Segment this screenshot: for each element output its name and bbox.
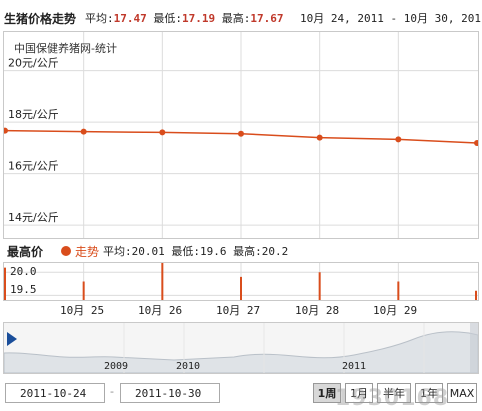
- start-date-input[interactable]: 2011-10-24: [5, 383, 105, 403]
- bar: [82, 281, 85, 300]
- navigator-year: 2010: [176, 361, 201, 372]
- range-button-max[interactable]: MAX: [447, 383, 477, 403]
- y-tick-label: 20元/公斤: [8, 57, 59, 70]
- play-handle-icon[interactable]: [7, 332, 17, 346]
- data-point: [316, 134, 323, 141]
- bar: [4, 267, 6, 300]
- bar: [318, 272, 321, 300]
- data-point: [80, 128, 87, 135]
- x-tick-label: 10月 26: [138, 304, 183, 317]
- navigator-year: 2011: [342, 361, 367, 372]
- bar-y-tick-label: 19.5: [10, 283, 37, 296]
- data-point: [4, 127, 8, 134]
- date-separator: -: [110, 385, 114, 398]
- legend-dot-icon: [61, 246, 71, 256]
- x-tick-label: 10月 25: [60, 304, 105, 317]
- range-button-1m[interactable]: 1月: [345, 383, 373, 403]
- bar: [161, 263, 164, 300]
- main-line-chart[interactable]: 20元/公斤 18元/公斤 16元/公斤 14元/公斤 中国保健养猪网-统计: [3, 31, 479, 239]
- y-tick-label: 18元/公斤: [8, 108, 59, 121]
- avg-label: 平均:: [85, 12, 114, 25]
- range-button-1w[interactable]: 1周: [313, 383, 341, 403]
- range-button-1y[interactable]: 1年: [415, 383, 443, 403]
- avg-value: 17.47: [113, 12, 147, 25]
- range-button-6m[interactable]: 半年: [377, 383, 411, 403]
- header-stats: 平均:17.47 最低:17.19 最高:17.67: [85, 10, 284, 26]
- low-value: 17.19: [182, 12, 216, 25]
- legend-label: 走势: [75, 245, 100, 259]
- second-chart-stats: 平均:20.01 最低:19.6 最高:20.2: [103, 245, 289, 258]
- chart-title: 生猪价格走势: [4, 12, 77, 26]
- chart-header: 生猪价格走势 平均:17.47 最低:17.19 最高:17.67 10月 24…: [0, 0, 482, 30]
- high-value: 17.67: [250, 12, 284, 25]
- navigator-svg: [4, 323, 478, 373]
- second-chart-title: 最高价: [7, 245, 44, 259]
- main-chart-svg: 20元/公斤 18元/公斤 16元/公斤 14元/公斤: [4, 32, 478, 238]
- bar: [475, 290, 477, 300]
- x-tick-label: 10月 27: [216, 304, 261, 317]
- x-axis-labels: 10月 25 10月 26 10月 27 10月 28 10月 29: [3, 302, 477, 318]
- x-tick-label: 10月 28: [295, 304, 340, 317]
- navigator-area: [4, 331, 478, 373]
- bar-chart[interactable]: 20.0 19.5: [3, 262, 479, 301]
- data-point: [474, 139, 478, 146]
- x-tick-label: 10月 29: [373, 304, 418, 317]
- second-chart-header: 最高价 走势 平均:20.01 最低:19.6 最高:20.2: [3, 241, 477, 259]
- low-label: 最低:: [153, 12, 182, 25]
- header-date-range: 10月 24, 2011 - 10月 30, 2011: [300, 12, 482, 25]
- data-point: [395, 136, 402, 143]
- bar: [240, 276, 242, 300]
- range-navigator[interactable]: 2009 2010 2011: [3, 322, 479, 374]
- end-date-input[interactable]: 2011-10-30: [120, 383, 220, 403]
- navigator-selection[interactable]: [470, 323, 478, 373]
- y-tick-label: 14元/公斤: [8, 211, 59, 224]
- y-tick-label: 16元/公斤: [8, 160, 59, 173]
- navigator-year: 2009: [104, 361, 129, 372]
- chart-source: 中国保健养猪网-统计: [14, 42, 117, 55]
- bar: [397, 281, 400, 300]
- high-label: 最高:: [221, 12, 251, 25]
- bar-y-tick-label: 20.0: [10, 265, 37, 278]
- bar-chart-svg: [4, 263, 478, 300]
- data-point: [159, 129, 166, 136]
- data-point: [238, 130, 244, 137]
